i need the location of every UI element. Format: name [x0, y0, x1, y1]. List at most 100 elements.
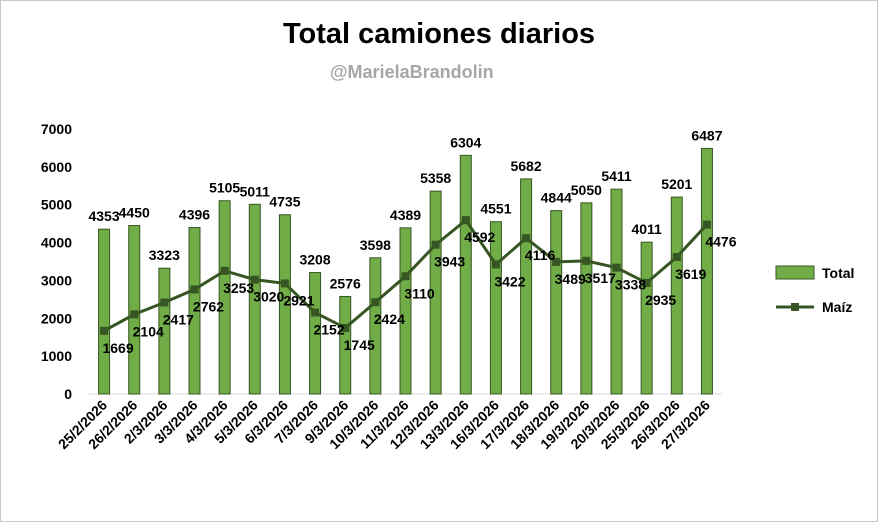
data-label-total: 3598 [360, 237, 391, 253]
line-series [100, 216, 711, 335]
bar-total [670, 196, 683, 395]
data-label-total: 6304 [450, 134, 481, 150]
bar-total [158, 267, 171, 395]
data-label-maiz: 2417 [163, 311, 194, 327]
data-label-maiz: 3422 [494, 273, 525, 289]
marker-maiz [220, 266, 229, 275]
y-tick-label: 7000 [41, 121, 72, 137]
marker-maiz [100, 326, 109, 335]
data-label-total: 5201 [661, 176, 692, 192]
bar-total [98, 228, 111, 395]
data-label-maiz: 3619 [675, 266, 706, 282]
data-label-total: 4396 [179, 207, 210, 223]
data-label-maiz: 2104 [133, 323, 164, 339]
chart-subtitle: @MarielaBrandolin [330, 62, 494, 82]
marker-maiz [341, 323, 350, 332]
data-label-total: 3208 [299, 252, 330, 268]
marker-maiz [130, 310, 139, 319]
bar-total [429, 190, 442, 395]
data-label-total: 4735 [269, 194, 300, 210]
bar-series [98, 147, 713, 395]
data-label-maiz: 2424 [374, 311, 405, 327]
marker-maiz [702, 220, 711, 229]
data-label-total: 4353 [88, 208, 119, 224]
bar-total [339, 295, 352, 395]
marker-maiz [431, 240, 440, 249]
data-label-total: 4450 [119, 205, 150, 221]
data-label-total: 6487 [691, 127, 722, 143]
y-tick-label: 5000 [41, 197, 72, 213]
data-label-total: 5682 [510, 158, 541, 174]
marker-maiz [672, 252, 681, 261]
bar-total [459, 154, 472, 395]
data-label-total: 4844 [541, 190, 572, 206]
bar-total [610, 188, 623, 395]
bar-total [700, 147, 713, 395]
data-label-maiz: 3110 [404, 285, 435, 301]
data-label-maiz: 3020 [253, 289, 284, 305]
marker-maiz [582, 256, 591, 265]
y-axis: 0 1000 2000 3000 4000 5000 6000 7000 [41, 121, 72, 402]
marker-maiz [371, 298, 380, 307]
legend-label-maiz: Maíz [822, 299, 852, 315]
y-tick-label: 0 [64, 386, 72, 402]
legend-swatch-total [775, 265, 815, 280]
data-label-total: 5011 [240, 183, 271, 199]
data-label-total: 5411 [601, 168, 632, 184]
bar-total [128, 225, 141, 395]
data-label-total: 4389 [390, 207, 421, 223]
data-label-total: 4011 [631, 221, 662, 237]
bar-total [248, 203, 261, 395]
data-label-total: 5358 [420, 170, 451, 186]
data-label-total: 4551 [480, 201, 511, 217]
bar-total [640, 241, 653, 395]
data-label-maiz: 3943 [434, 254, 465, 270]
bar-total [188, 227, 201, 395]
legend: Total Maíz [775, 265, 854, 315]
legend-label-total: Total [822, 265, 854, 281]
bar-total [580, 202, 593, 395]
data-label-maiz: 4116 [525, 247, 556, 263]
marker-maiz [491, 260, 500, 269]
bar-total [520, 178, 533, 395]
marker-maiz [461, 216, 470, 225]
data-label-maiz: 1669 [102, 340, 133, 356]
y-tick-label: 3000 [41, 272, 72, 288]
x-axis: 25/2/202626/2/20262/3/20263/3/20264/3/20… [55, 393, 722, 452]
data-label-total: 5105 [209, 180, 240, 196]
y-tick-label: 2000 [41, 310, 72, 326]
bar-total [309, 272, 322, 395]
marker-maiz [190, 285, 199, 294]
data-label-maiz: 2935 [645, 292, 676, 308]
y-tick-label: 4000 [41, 235, 72, 251]
chart-title: Total camiones diarios [282, 18, 596, 50]
marker-maiz [280, 279, 289, 288]
data-label-maiz: 2921 [283, 292, 314, 308]
marker-maiz [311, 308, 320, 317]
data-label-total: 3323 [149, 247, 180, 263]
bar-total [369, 257, 382, 395]
data-label-maiz: 3253 [223, 280, 254, 296]
y-tick-label: 6000 [41, 159, 72, 175]
bar-total [218, 200, 231, 395]
data-label-maiz: 3338 [615, 277, 646, 293]
marker-maiz [612, 263, 621, 272]
legend-swatch-maiz-marker [791, 303, 799, 311]
marker-maiz [552, 257, 561, 266]
marker-maiz [160, 298, 169, 307]
data-label-maiz: 3489 [555, 271, 586, 287]
data-label-maiz: 2152 [313, 322, 344, 338]
marker-maiz [522, 234, 531, 243]
data-label-maiz: 4592 [464, 229, 495, 245]
marker-maiz [401, 272, 410, 281]
data-label-total: 2576 [330, 275, 361, 291]
data-label-maiz: 2762 [193, 298, 224, 314]
data-label-maiz: 1745 [344, 337, 375, 353]
bar-total [550, 210, 563, 395]
data-label-total: 5050 [571, 182, 602, 198]
marker-maiz [250, 275, 259, 284]
y-tick-label: 1000 [41, 348, 72, 364]
bar-total [278, 214, 291, 395]
marker-maiz [642, 278, 651, 287]
